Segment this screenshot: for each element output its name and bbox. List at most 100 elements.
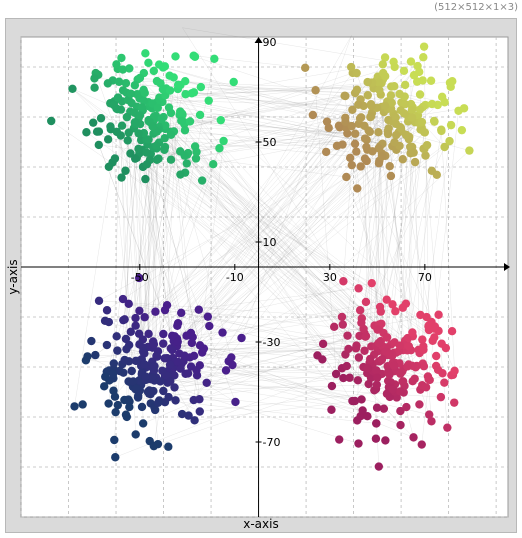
data-point bbox=[160, 134, 169, 143]
data-point bbox=[374, 144, 383, 153]
data-point bbox=[351, 344, 361, 353]
data-point bbox=[159, 84, 168, 94]
data-point bbox=[121, 166, 130, 175]
connection-line bbox=[176, 140, 450, 347]
scatter-plot[interactable]: -50 -10 30 70 90 50 10 -30 -70 x-axis y-axis bbox=[6, 19, 516, 532]
connection-line bbox=[147, 379, 359, 444]
connection-line bbox=[85, 307, 403, 361]
connection-line bbox=[98, 144, 180, 354]
data-point bbox=[396, 369, 405, 378]
data-point bbox=[108, 369, 118, 379]
data-point bbox=[164, 392, 173, 402]
data-point bbox=[390, 62, 399, 72]
data-point bbox=[159, 339, 168, 348]
connection-line bbox=[226, 370, 428, 377]
connection-line bbox=[86, 132, 185, 156]
data-point bbox=[450, 398, 459, 407]
data-point bbox=[353, 184, 362, 193]
data-point bbox=[195, 110, 205, 120]
data-point bbox=[149, 340, 159, 349]
data-point bbox=[182, 331, 191, 340]
data-point bbox=[152, 76, 162, 86]
data-point bbox=[131, 430, 140, 439]
connection-line bbox=[148, 62, 470, 151]
connection-line bbox=[379, 146, 388, 367]
data-point bbox=[94, 140, 104, 150]
data-point bbox=[395, 341, 405, 350]
data-point bbox=[400, 80, 410, 90]
connection-line bbox=[373, 88, 379, 149]
data-point bbox=[119, 315, 128, 325]
data-point bbox=[408, 376, 417, 386]
connection-line bbox=[144, 92, 383, 145]
data-point bbox=[103, 79, 113, 88]
data-point bbox=[404, 341, 414, 351]
connection-line bbox=[170, 131, 337, 375]
data-point bbox=[362, 142, 371, 152]
data-points bbox=[47, 42, 474, 471]
connection-line bbox=[220, 119, 432, 323]
data-point bbox=[82, 128, 91, 137]
connection-line bbox=[177, 88, 346, 123]
connection-line bbox=[177, 84, 357, 346]
data-point bbox=[447, 327, 457, 336]
data-point bbox=[165, 86, 175, 95]
data-point bbox=[153, 398, 163, 408]
data-point bbox=[121, 79, 131, 88]
x-axis-arrow bbox=[504, 263, 510, 271]
data-point bbox=[144, 135, 153, 144]
data-point bbox=[392, 130, 401, 140]
data-point bbox=[445, 136, 454, 146]
data-point bbox=[195, 395, 204, 404]
data-point bbox=[357, 318, 366, 327]
data-point bbox=[231, 397, 240, 407]
y-axis-label: y-axis bbox=[6, 259, 20, 294]
data-point bbox=[180, 126, 190, 135]
data-point bbox=[371, 366, 381, 375]
data-point bbox=[110, 154, 120, 163]
data-point bbox=[417, 117, 427, 127]
data-point bbox=[318, 339, 328, 349]
data-point bbox=[457, 125, 467, 135]
data-point bbox=[47, 116, 56, 126]
data-point bbox=[182, 159, 191, 168]
data-point bbox=[102, 340, 112, 350]
connection-line bbox=[126, 81, 186, 350]
data-point bbox=[68, 84, 77, 93]
data-point bbox=[433, 365, 443, 374]
data-point bbox=[415, 90, 425, 99]
data-point bbox=[113, 93, 123, 102]
data-point bbox=[358, 406, 367, 415]
data-point bbox=[355, 306, 365, 315]
connection-line bbox=[181, 312, 365, 351]
data-point bbox=[153, 439, 163, 449]
data-point bbox=[427, 417, 436, 426]
connection-line bbox=[408, 153, 411, 365]
data-point bbox=[391, 113, 400, 122]
data-point bbox=[348, 105, 357, 114]
data-point bbox=[140, 313, 149, 322]
data-point bbox=[170, 383, 179, 392]
data-point bbox=[167, 345, 177, 355]
connection-line bbox=[156, 131, 380, 325]
connection-line bbox=[176, 345, 370, 363]
data-point bbox=[395, 89, 404, 99]
connection-line bbox=[400, 117, 409, 374]
data-point bbox=[334, 121, 344, 130]
connection-line bbox=[423, 46, 430, 331]
data-point bbox=[94, 296, 104, 306]
connection-line bbox=[151, 131, 175, 376]
data-point bbox=[426, 76, 436, 85]
data-point bbox=[127, 366, 136, 376]
data-point bbox=[372, 380, 382, 389]
data-point bbox=[221, 366, 231, 375]
data-point bbox=[377, 152, 387, 161]
connection-line bbox=[156, 377, 363, 411]
axes: -50 -10 30 70 90 50 10 -30 -70 bbox=[21, 36, 510, 517]
data-point bbox=[176, 364, 185, 373]
connection-line bbox=[108, 115, 141, 404]
data-point bbox=[371, 434, 381, 443]
data-point bbox=[181, 90, 190, 99]
data-point bbox=[228, 360, 237, 370]
data-point bbox=[329, 322, 339, 332]
